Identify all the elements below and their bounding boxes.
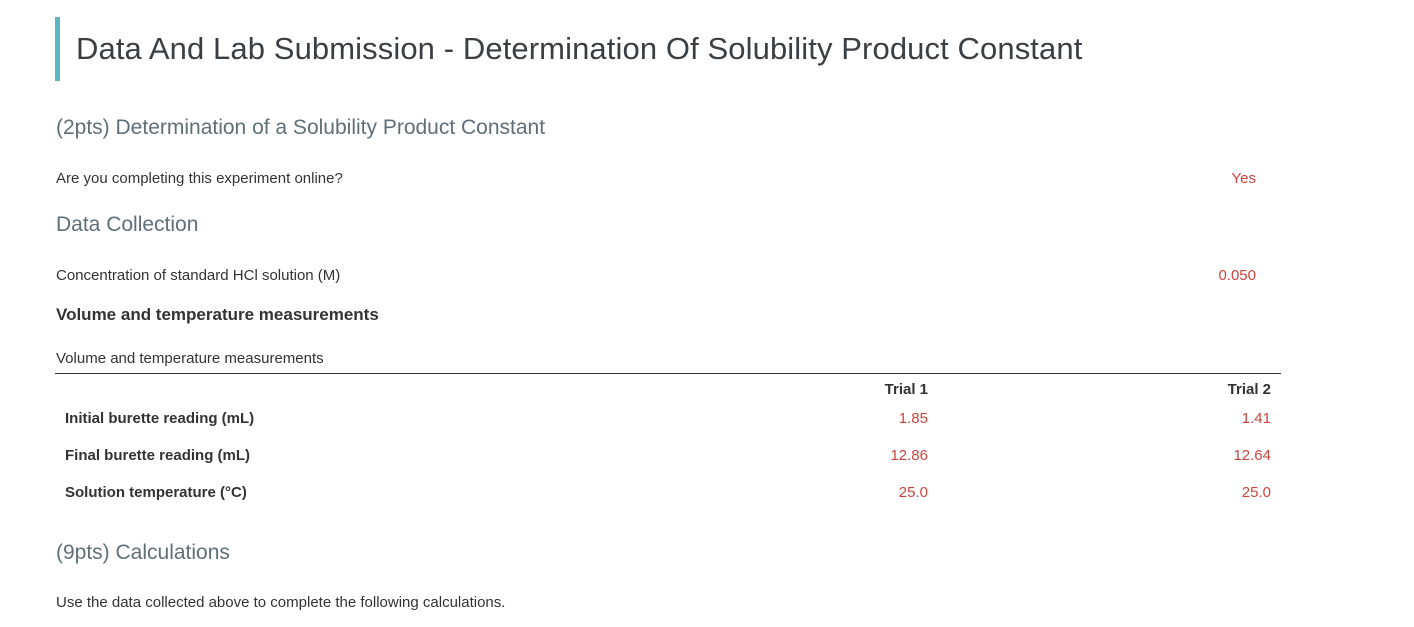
cell-final-trial-2: 12.64 xyxy=(1233,447,1271,464)
calculations-intro-text: Use the data collected above to complete… xyxy=(56,594,506,611)
section-heading-data-collection: Data Collection xyxy=(56,213,199,236)
section-heading-calculations: (9pts) Calculations xyxy=(56,541,230,564)
row-label-initial-burette: Initial burette reading (mL) xyxy=(65,410,255,427)
table-caption: Volume and temperature measurements xyxy=(55,350,1281,374)
row-label-final-burette: Final burette reading (mL) xyxy=(65,447,251,464)
cell-temp-trial-1: 25.0 xyxy=(898,484,928,501)
online-question-answer: Yes xyxy=(1231,170,1256,187)
cell-temp-trial-2: 25.0 xyxy=(1241,484,1271,501)
table-header-trial-1: Trial 1 xyxy=(884,380,928,398)
cell-initial-trial-1: 1.85 xyxy=(898,410,928,427)
measurements-table: Trial 1 Trial 2 Initial burette reading … xyxy=(55,374,1281,511)
page-title: Data And Lab Submission - Determination … xyxy=(76,31,1083,66)
measurements-table-container: Volume and temperature measurements Tria… xyxy=(55,350,1281,511)
cell-initial-trial-2: 1.41 xyxy=(1241,410,1271,427)
table-header-trial-2: Trial 2 xyxy=(1227,380,1271,398)
hcl-concentration-label: Concentration of standard HCl solution (… xyxy=(56,267,341,284)
hcl-concentration-value: 0.050 xyxy=(1218,267,1256,284)
table-row: Solution temperature (°C) 25.0 25.0 xyxy=(55,474,1281,511)
measurements-subheading: Volume and temperature measurements xyxy=(56,305,379,324)
table-header-empty xyxy=(55,374,595,400)
online-question-label: Are you completing this experiment onlin… xyxy=(56,170,343,187)
section-heading-solubility: (2pts) Determination of a Solubility Pro… xyxy=(56,116,546,139)
table-row: Initial burette reading (mL) 1.85 1.41 xyxy=(55,400,1281,437)
row-label-temperature: Solution temperature (°C) xyxy=(65,484,247,501)
table-header-row: Trial 1 Trial 2 xyxy=(55,374,1281,400)
table-row: Final burette reading (mL) 12.86 12.64 xyxy=(55,437,1281,474)
cell-final-trial-1: 12.86 xyxy=(890,447,928,464)
page-header: Data And Lab Submission - Determination … xyxy=(55,17,1082,81)
